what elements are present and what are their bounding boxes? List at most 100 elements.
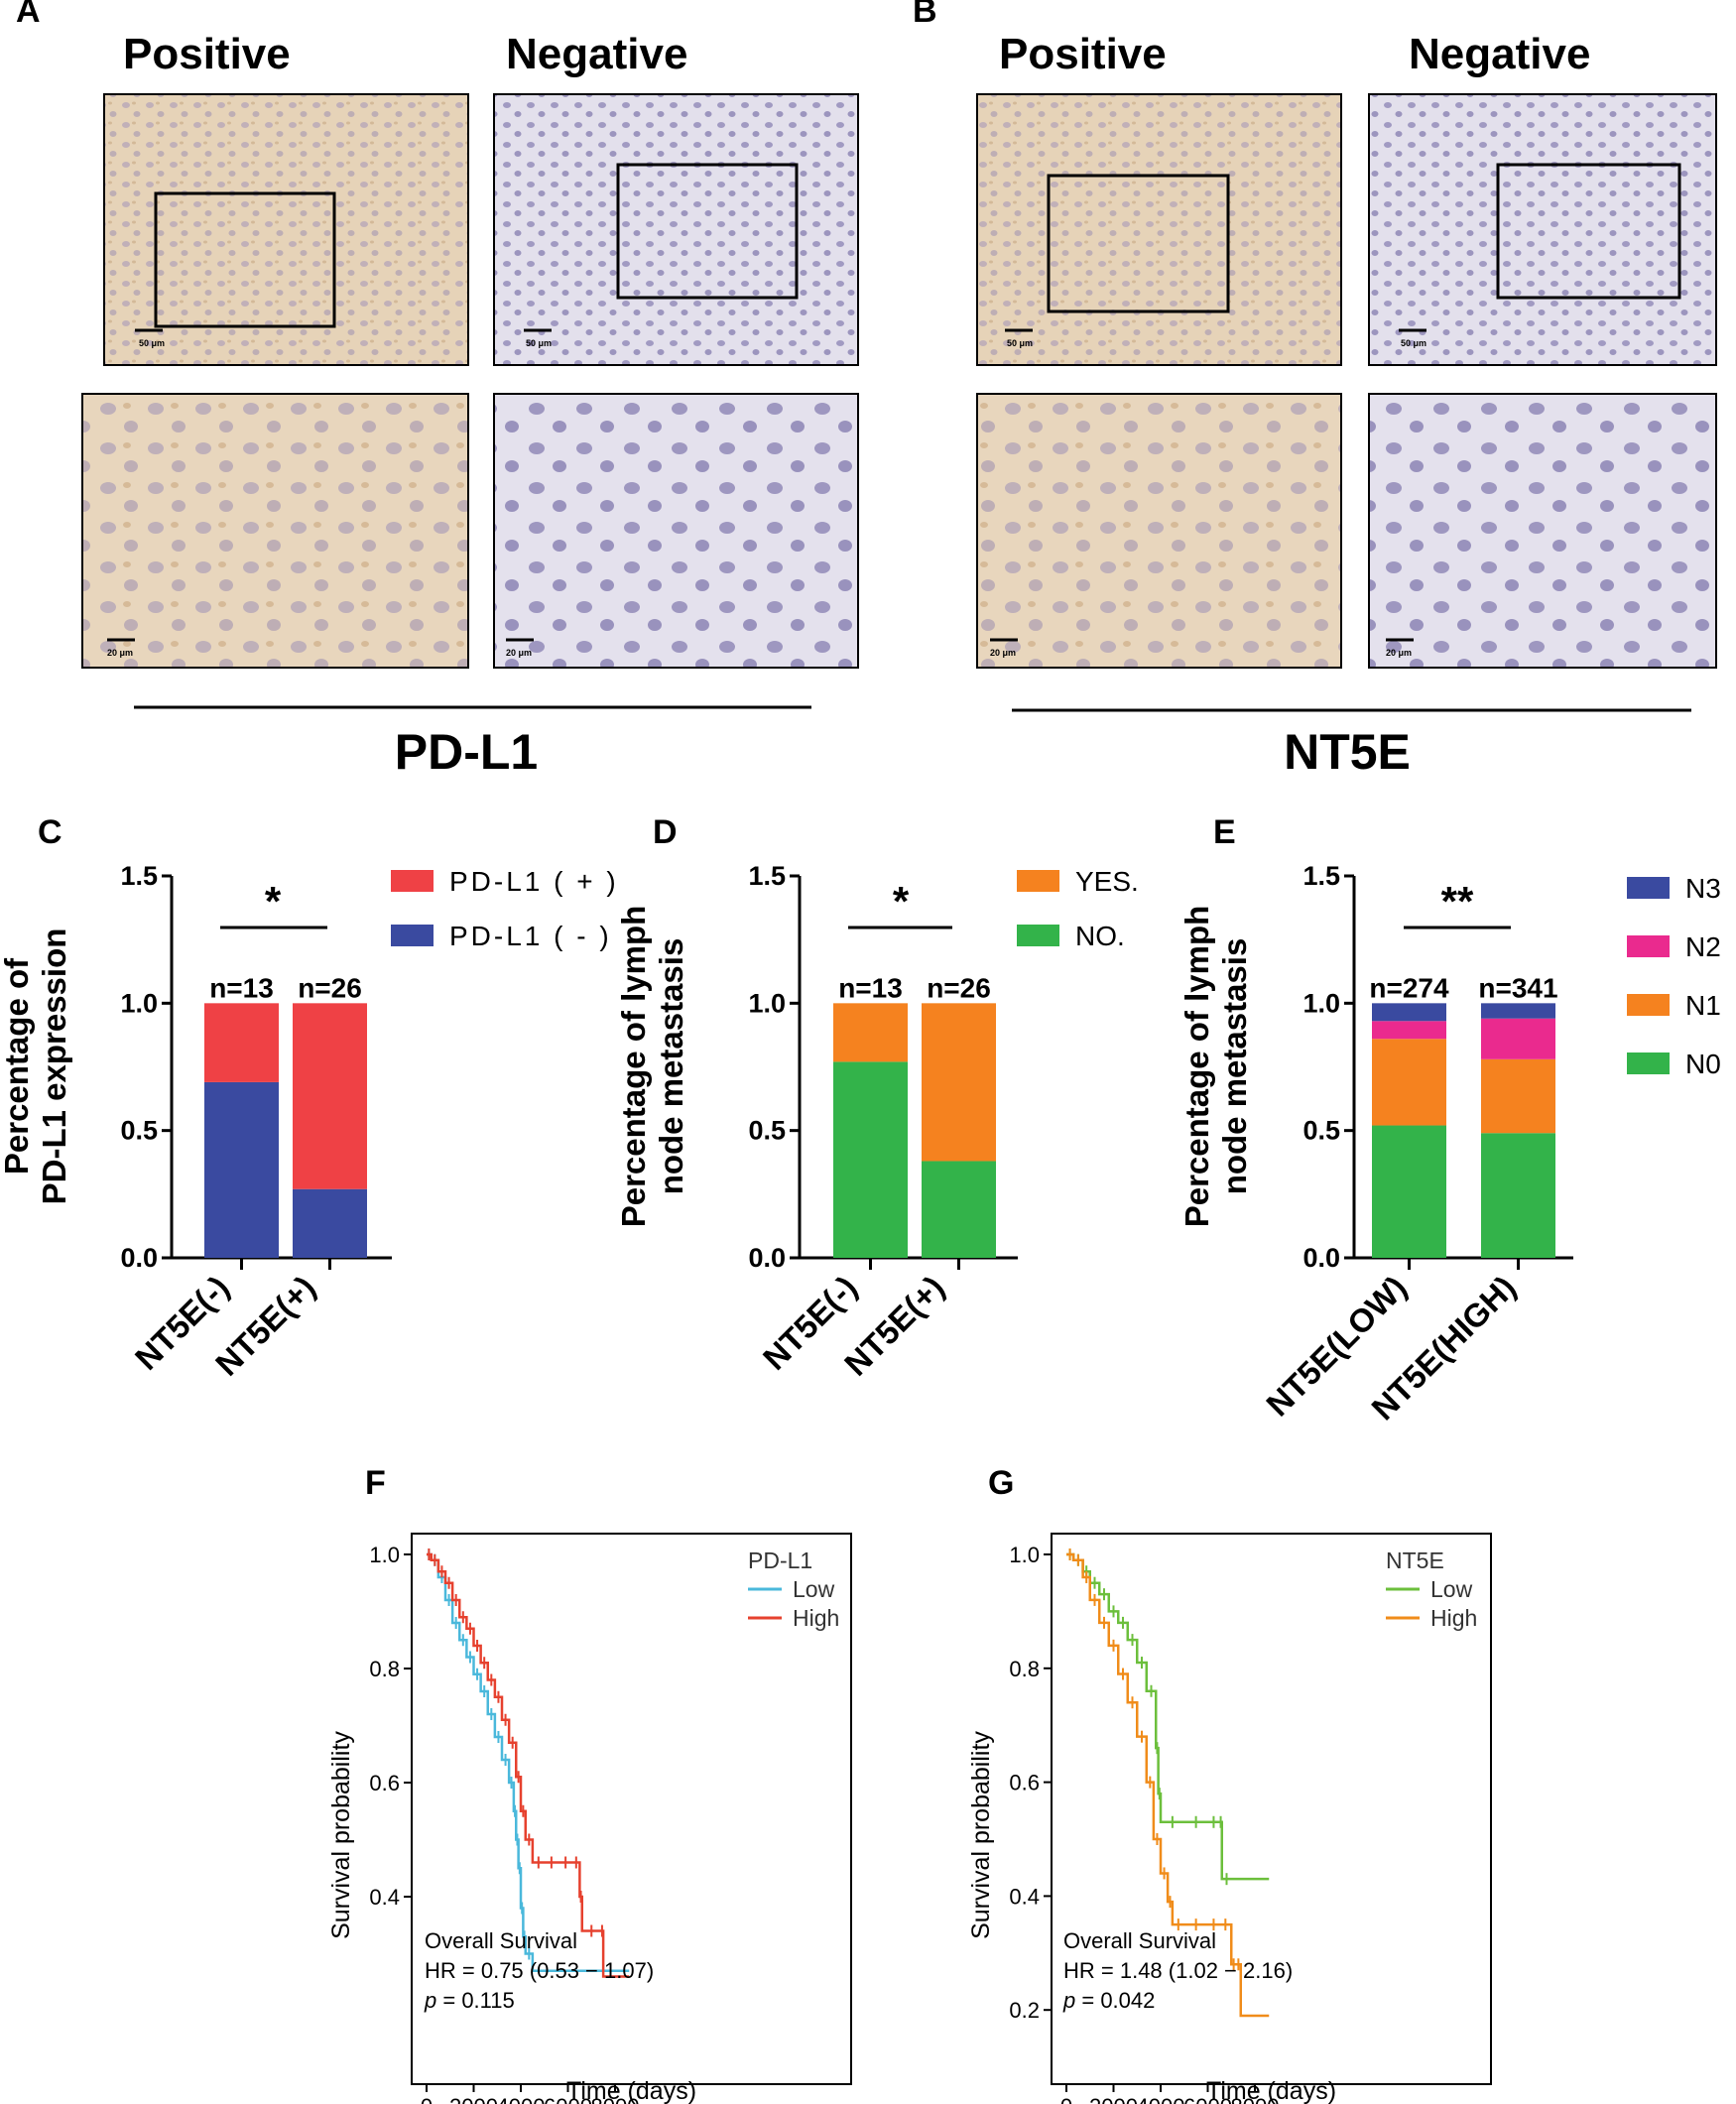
zoom-box: [616, 163, 799, 300]
y-tick-label: 0.5: [748, 1116, 786, 1146]
bar-segment-pd-l1-: [204, 1081, 279, 1258]
plot-frame: [1051, 1533, 1492, 2085]
n-label: n=26: [298, 972, 362, 1003]
y-axis-label-line: Percentage of lymph: [1178, 906, 1215, 1228]
scale-bar-label: 20 μm: [1386, 648, 1412, 658]
legend-label: YES.: [1075, 866, 1139, 897]
y-tick-label: 0.5: [120, 1116, 158, 1146]
legend-label: High: [793, 1605, 839, 1631]
p-value: = 0.115: [436, 1988, 515, 2013]
bar-segment-pd-l1-: [204, 1003, 279, 1082]
y-axis-label: Percentage of lymphnode metastasis: [1178, 906, 1253, 1228]
n-label: n=341: [1478, 972, 1557, 1003]
p-symbol: p: [424, 1988, 436, 2013]
bar-segment-n1: [1372, 1039, 1446, 1126]
n-label: n=13: [838, 972, 903, 1003]
y-tick-label: 0.6: [369, 1771, 400, 1795]
pdl1-negative-zoom-micrograph: [493, 393, 859, 669]
y-tick-label: 1.0: [120, 988, 158, 1018]
y-tick-label: 0.8: [1009, 1657, 1040, 1681]
y-tick-label: 0.6: [1009, 1771, 1040, 1795]
x-axis-label: Time (days): [566, 2077, 696, 2104]
x-tick-label: 6000: [1183, 2094, 1232, 2104]
bar-segment-n2: [1481, 1018, 1555, 1059]
bar-segment-no-: [922, 1161, 996, 1258]
p-symbol: p: [1062, 1988, 1075, 2013]
scale-bar-label: 50 μm: [526, 338, 552, 348]
p-value: = 0.042: [1075, 1988, 1155, 2013]
panel-c-bar-chart: C 0.0 0.5 1.0 1.5 Percentage ofPD-L1 expressi…: [0, 813, 616, 1383]
y-tick-label: 0.0: [1302, 1243, 1340, 1273]
legend-swatch: [1017, 870, 1059, 892]
panel-f-km-plot: F 0 2000400060008000 0.4 0.6 0.8 1.0 Time (days…: [327, 1464, 852, 2104]
legend-swatch: [1627, 994, 1670, 1016]
nt5e-negative-zoom-micrograph: [1368, 393, 1717, 669]
y-axis-label: Percentage ofPD-L1 expression: [0, 928, 72, 1205]
nt5e-positive-zoom-micrograph: [976, 393, 1342, 669]
panel-a-letter: A: [16, 0, 41, 30]
nt5e-negative-micrograph: [1368, 93, 1717, 366]
plot-frame: [411, 1533, 852, 2085]
x-tick-label: 0: [421, 2094, 433, 2104]
y-tick-label: 1.0: [748, 988, 786, 1018]
legend-title: NT5E: [1386, 1547, 1444, 1573]
bar-segment-n3: [1372, 1003, 1446, 1022]
y-tick-label: 1.5: [120, 861, 158, 891]
y-tick-label: 0.4: [1009, 1884, 1040, 1909]
significance-marker: **: [1441, 878, 1474, 925]
pdl1-negative-micrograph: [493, 93, 859, 366]
bar-segment-yes-: [833, 1003, 908, 1062]
pdl1-positive-zoom-micrograph: [81, 393, 469, 669]
scale-bar-label: 50 μm: [1401, 338, 1426, 348]
x-tick-label: 2000: [1089, 2094, 1138, 2104]
n-label: n=274: [1369, 972, 1449, 1003]
panel-d-bar-chart: D 0.0 0.5 1.0 1.5 Percentage of lymphnode met…: [615, 813, 1139, 1383]
panel-letter: C: [38, 813, 62, 851]
y-axis-label-line: Percentage of: [0, 957, 35, 1175]
y-axis-label: Percentage of lymphnode metastasis: [615, 906, 689, 1228]
annotation-p: p = 0.115: [424, 1988, 515, 2013]
legend-swatch: [391, 870, 434, 892]
legend-label: PD-L1 ( - ): [449, 921, 612, 951]
panel-a-positive-header: Positive: [123, 30, 291, 78]
bar-segment-n2: [1372, 1021, 1446, 1040]
zoom-box: [154, 191, 336, 328]
annotation-p: p = 0.042: [1062, 1988, 1155, 2013]
annotation-title: Overall Survival: [1063, 1928, 1216, 1953]
bar-segment-n1: [1481, 1058, 1555, 1134]
significance-marker: *: [265, 878, 282, 925]
x-tick-label: 4000: [497, 2094, 546, 2104]
y-tick-label: 1.0: [1302, 988, 1340, 1018]
y-tick-label: 1.0: [369, 1543, 400, 1567]
legend-swatch: [1627, 1052, 1670, 1074]
bar-segment-no-: [833, 1061, 908, 1258]
bar-segment-pd-l1-: [293, 1188, 367, 1258]
legend-swatch: [1627, 935, 1670, 957]
gene-label-pdl1: PD-L1: [395, 724, 538, 780]
y-axis-label-line: PD-L1 expression: [36, 928, 72, 1205]
gene-label-nt5e: NT5E: [1284, 724, 1411, 780]
legend-swatch: [391, 925, 434, 946]
x-tick-label: 4000: [1137, 2094, 1185, 2104]
zoom-box: [1047, 174, 1230, 313]
y-tick-label: 0.0: [120, 1243, 158, 1273]
bar-segment-n0: [1481, 1133, 1555, 1258]
bar-segment-pd-l1-: [293, 1003, 367, 1189]
x-tick-label: 2000: [449, 2094, 498, 2104]
km-curve-low: [427, 1552, 630, 1972]
annotation-hr: HR = 0.75 (0.53 − 1.07): [425, 1958, 654, 1983]
scale-bar-label: 50 μm: [139, 338, 165, 348]
legend-swatch: [1627, 877, 1670, 899]
y-tick-label: 1.5: [748, 861, 786, 891]
legend-swatch: [1017, 925, 1059, 946]
charts: C 0.0 0.5 1.0 1.5 Percentage ofPD-L1 expressi…: [0, 813, 1721, 2104]
panel-a-negative-header: Negative: [506, 30, 687, 78]
km-curve-low: [1066, 1552, 1270, 1881]
panel-g-km-plot: G 0 2000400060008000 0.2 0.4 0.6 0.8 1.0 Time (d…: [967, 1464, 1492, 2104]
scale-bar-label: 50 μm: [1007, 338, 1033, 348]
y-tick-label: 0.4: [369, 1885, 400, 1910]
significance-marker: *: [893, 878, 910, 925]
bar-segment-n3: [1481, 1003, 1555, 1019]
n-label: n=13: [209, 972, 274, 1003]
